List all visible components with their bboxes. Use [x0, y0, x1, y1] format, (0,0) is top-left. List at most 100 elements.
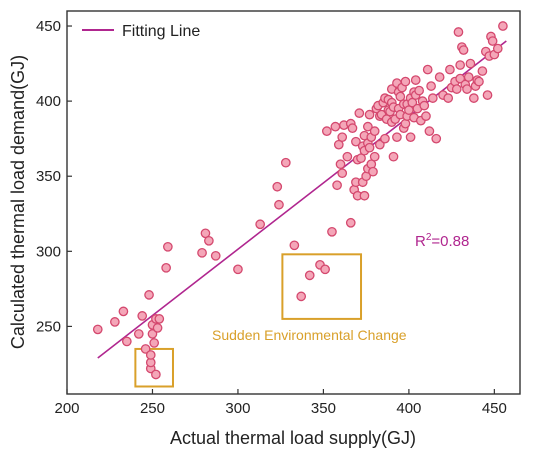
- data-point: [144, 290, 154, 300]
- data-point: [280, 157, 291, 168]
- data-point: [458, 45, 469, 55]
- data-point: [210, 250, 221, 261]
- data-point: [400, 76, 411, 87]
- data-point: [161, 262, 171, 273]
- y-ticks: 250 300 350 400 450: [36, 18, 72, 335]
- data-point: [121, 336, 132, 347]
- data-point: [468, 93, 479, 103]
- data-point: [296, 291, 307, 302]
- data-point: [369, 151, 380, 162]
- data-point: [359, 190, 370, 201]
- data-point: [451, 84, 462, 94]
- data-point: [405, 132, 416, 143]
- data-point: [335, 159, 346, 170]
- highlight-boxes: [134, 253, 363, 388]
- r-squared-label: R2=0.88: [415, 232, 469, 250]
- x-tick-label: 450: [482, 400, 507, 417]
- x-tick-label: 200: [54, 400, 79, 417]
- data-point: [364, 142, 375, 153]
- data-point: [149, 338, 160, 348]
- data-point: [321, 126, 332, 137]
- data-point: [110, 317, 120, 327]
- data-point: [289, 240, 300, 251]
- data-point: [392, 132, 402, 143]
- data-point: [345, 217, 356, 228]
- data-point: [304, 270, 315, 281]
- data-point: [419, 100, 430, 111]
- x-axis-label: Actual thermal load supply(GJ): [170, 428, 416, 448]
- data-point: [330, 121, 341, 132]
- data-point: [369, 126, 380, 137]
- data-point: [137, 311, 148, 321]
- data-point: [368, 166, 378, 177]
- data-point: [462, 84, 472, 94]
- data-point: [422, 64, 433, 75]
- legend: Fitting Line: [82, 23, 200, 40]
- y-tick-label: 350: [36, 168, 61, 185]
- data-point: [163, 241, 173, 252]
- data-point: [455, 60, 466, 70]
- data-point: [337, 168, 348, 179]
- legend-label: Fitting Line: [122, 23, 200, 40]
- data-point: [327, 226, 337, 237]
- data-point: [364, 109, 375, 120]
- data-point: [118, 306, 129, 317]
- annotation-text: Sudden Environmental Change: [212, 327, 407, 343]
- data-point: [492, 43, 503, 54]
- data-points: [92, 21, 508, 380]
- data-point: [233, 264, 243, 275]
- data-point: [255, 219, 266, 230]
- y-tick-label: 400: [36, 93, 61, 110]
- data-point: [354, 108, 365, 118]
- data-point: [477, 66, 488, 76]
- x-tick-label: 350: [311, 400, 336, 417]
- data-point: [204, 235, 214, 246]
- data-point: [453, 27, 464, 37]
- data-point: [347, 123, 358, 134]
- data-point: [374, 139, 385, 150]
- data-point: [465, 58, 476, 69]
- data-point: [482, 90, 493, 100]
- data-point: [332, 180, 342, 191]
- data-point: [434, 72, 445, 82]
- data-point: [152, 323, 163, 333]
- data-point: [133, 329, 144, 339]
- data-point: [145, 350, 156, 360]
- x-ticks: 200 250 300 350 400 450: [54, 389, 507, 417]
- data-point: [92, 324, 103, 335]
- data-point: [272, 181, 283, 192]
- data-point: [274, 199, 284, 210]
- data-point: [443, 93, 454, 103]
- data-point: [463, 72, 474, 82]
- data-point: [320, 264, 330, 275]
- fitting-line: [97, 40, 507, 359]
- highlight-box: [281, 253, 363, 320]
- data-point: [380, 133, 390, 144]
- y-axis-label: Calculated thermal load demand(GJ): [8, 55, 28, 349]
- data-point: [427, 93, 438, 103]
- data-point: [140, 344, 151, 354]
- y-tick-label: 250: [36, 318, 61, 335]
- data-point: [337, 132, 348, 143]
- data-point: [197, 247, 207, 258]
- data-point: [487, 36, 498, 46]
- data-point: [414, 85, 424, 96]
- data-point: [424, 126, 435, 137]
- highlight-box: [134, 347, 174, 388]
- x-tick-label: 250: [140, 400, 165, 417]
- data-point: [445, 64, 455, 75]
- x-tick-label: 300: [225, 400, 250, 417]
- data-point: [151, 369, 161, 380]
- data-point: [342, 151, 353, 162]
- data-point: [474, 76, 484, 87]
- y-tick-label: 300: [36, 243, 61, 260]
- y-tick-label: 450: [36, 18, 61, 35]
- data-point: [154, 314, 165, 324]
- data-point: [426, 81, 436, 91]
- plot-frame: [66, 10, 521, 395]
- data-point: [410, 75, 421, 85]
- data-point: [421, 111, 431, 121]
- data-point: [388, 151, 399, 162]
- data-point: [351, 136, 361, 147]
